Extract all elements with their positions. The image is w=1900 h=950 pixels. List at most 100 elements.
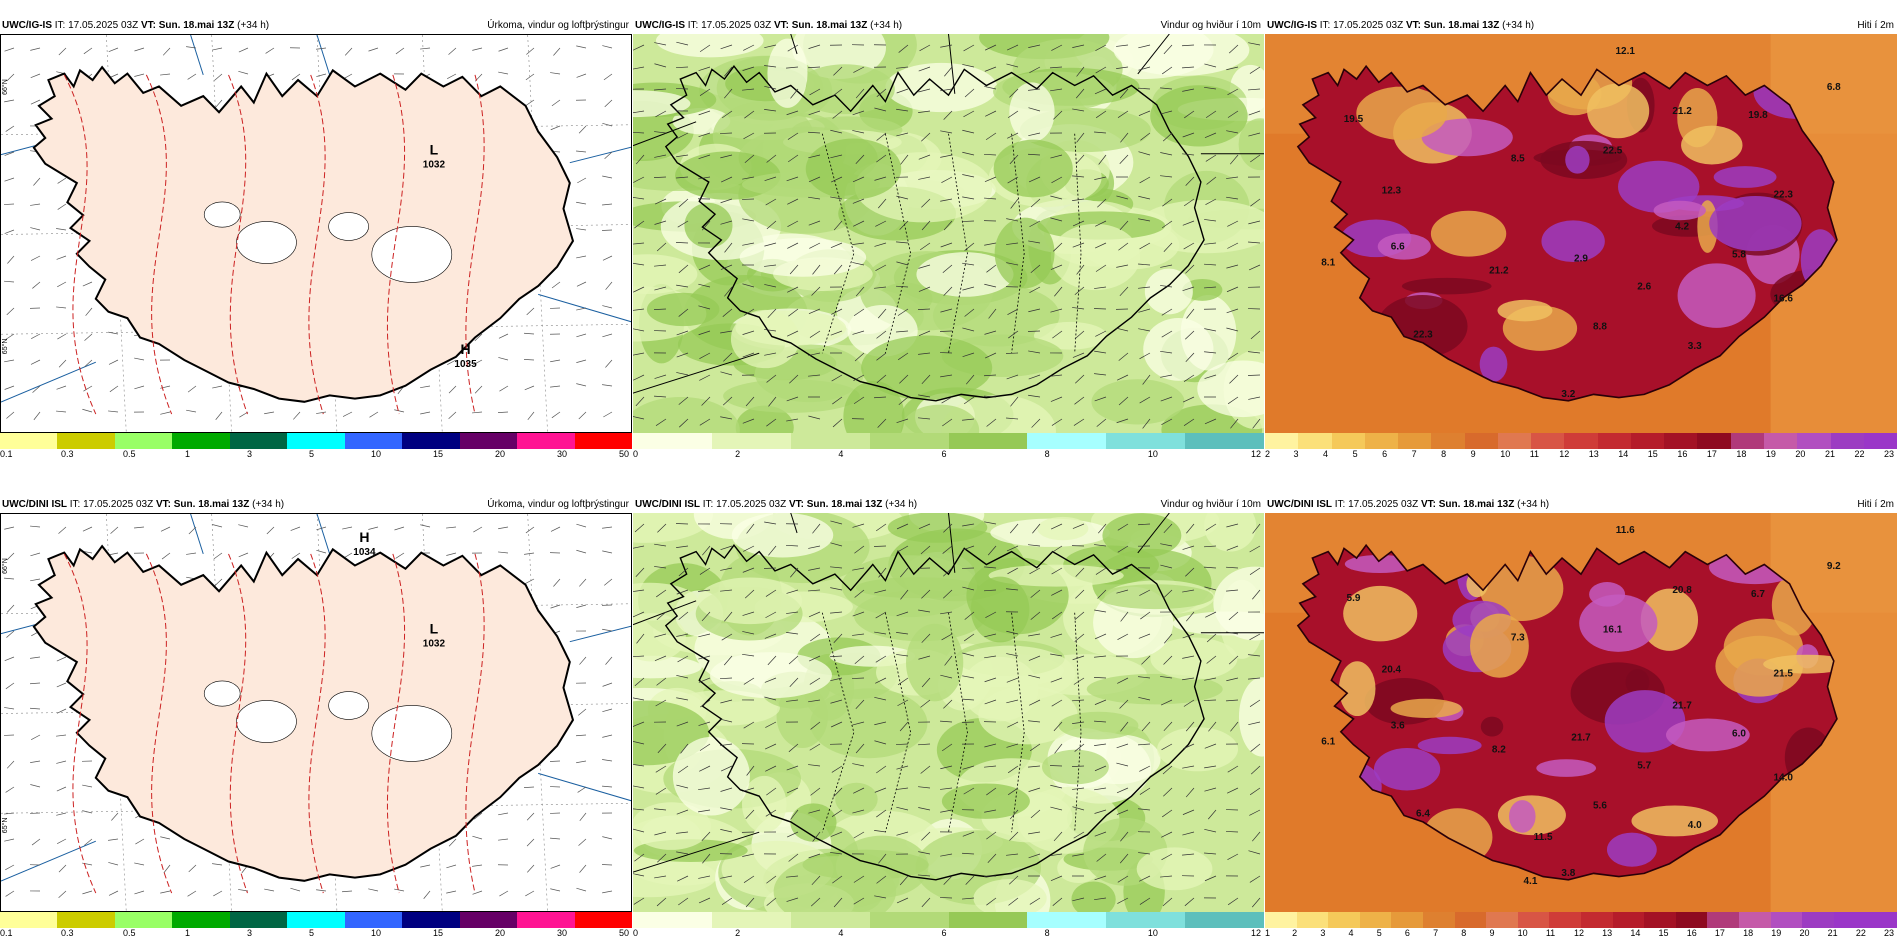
lead-time: (+34 h) [870,20,903,31]
map-precip[interactable]: H 1034 L 1032 66°N 65°N [0,513,632,912]
temperature-point-value: 22.5 [1603,146,1623,157]
model-name: UWC/IG-IS [635,20,685,31]
colorbar: 0 2 4 6 8 10 12 [633,433,1264,461]
colorbar-label: 0.3 [61,928,74,938]
colorbar-label: 10 [371,449,382,459]
colorbar-swatch [1296,912,1329,928]
temperature-point-value: 5.8 [1732,249,1746,260]
colorbar-label: 5 [1376,928,1382,938]
colorbar-label: 20 [1795,449,1806,459]
colorbar-label: 15 [433,449,444,459]
colorbar-label: 17 [1714,928,1725,938]
colorbar-swatch [1454,912,1487,928]
colorbar-label: 6 [941,449,947,459]
temperature-point-value: 9.2 [1827,561,1841,572]
temperature-point-value: 8.2 [1492,744,1506,755]
init-label: IT: [702,499,714,510]
forecast-panel-top-temp: UWC/IG-IS IT: 17.05.2025 03Z VT: Sun. 18… [1265,18,1898,461]
valid-label: VT: [1420,499,1436,510]
model-name: UWC/DINI ISL [635,499,700,510]
colorbar-label: 15 [1658,928,1669,938]
colorbar-label: 3 [1320,928,1326,938]
colorbar: 0.1 0.3 0.5 1 3 5 10 15 20 30 50 [0,433,632,461]
map-wind[interactable] [633,513,1264,912]
colorbar-label: 15 [1647,449,1658,459]
colorbar-label: 2 [1292,928,1298,938]
init-label: IT: [54,20,66,31]
colorbar: 1 2 3 4 5 6 7 8 9 10 11 12 13 14 15 16 17 18 19 20 21 22 23 [1265,912,1897,940]
colorbar-label: 22 [1855,928,1866,938]
colorbar-swatch [0,912,58,928]
colorbar-label: 7 [1433,928,1439,938]
map-temp[interactable]: 12.1 6.8 19.5 21.2 19.8 12.3 8.5 22.5 4.2 22.3 6.6… [1265,34,1897,433]
colorbar-swatch [114,912,173,928]
temperature-point-value: 6.0 [1732,728,1746,739]
panel-header: UWC/DINI ISL IT: 17.05.2025 03Z VT: Sun.… [633,497,1264,513]
map-temp[interactable]: 11.6 9.2 5.9 20.8 6.7 20.4 7.3 16.1 21.7 21.5 3.6 6… [1265,513,1897,912]
init-time: 17.05.2025 03Z [83,499,154,510]
colorbar-label: 10 [1147,928,1158,938]
colorbar-label: 50 [619,449,630,459]
colorbar-label: 10 [371,928,382,938]
colorbar-label: 14 [1618,449,1629,459]
colorbar-label: 20 [1799,928,1810,938]
panel-title: Úrkoma, vindur og loftþrýstingur [487,20,629,31]
colorbar-swatch [402,912,460,928]
temperature-point-value: 21.2 [1672,106,1692,117]
pressure-center-l: L [430,621,439,637]
colorbar-label: 2 [1265,449,1271,459]
colorbar-swatch [287,912,345,928]
colorbar-swatch [1517,912,1550,928]
colorbar-label: 20 [495,928,506,938]
colorbar-swatch [1597,433,1631,449]
model-name: UWC/DINI ISL [2,499,67,510]
colorbar-label: 0.1 [0,928,13,938]
colorbar-swatch [344,433,403,449]
colorbar-swatch [869,433,949,449]
colorbar-swatch [1185,912,1264,928]
colorbar-swatch [1802,912,1834,928]
temperature-point-value: 5.9 [1347,593,1361,604]
colorbar-swatch [1863,433,1898,449]
pressure-center-h: H [359,529,369,545]
init-time: 17.05.2025 03Z [701,20,772,31]
valid-time: Sun. 18.mai 13Z [158,20,235,31]
colorbar-label: 4 [838,928,844,938]
panel-header: UWC/IG-IS IT: 17.05.2025 03Z VT: Sun. 18… [0,18,632,34]
colorbar-swatch [948,433,1028,449]
lead-time: (+34 h) [1517,499,1550,510]
colorbar-swatch [1664,433,1698,449]
colorbar-label: 0.3 [61,449,74,459]
panel-run-info: UWC/IG-IS IT: 17.05.2025 03Z VT: Sun. 18… [1267,18,1534,34]
colorbar-label: 6 [1382,449,1388,459]
colorbar-swatch [229,912,288,928]
colorbar-label: 3 [247,449,253,459]
colorbar-swatch [948,912,1028,928]
temperature-point-value: 2.6 [1637,281,1651,292]
colorbar-label: 3 [1293,449,1299,459]
colorbar-swatch [574,433,632,449]
valid-label: VT: [140,20,156,31]
temperature-point-value: 5.6 [1593,800,1607,811]
colorbar-label: 12 [1574,928,1585,938]
temperature-point-value: 12.3 [1382,186,1402,197]
colorbar-label: 0.5 [123,928,136,938]
panel-title: Vindur og hviður í 10m [1160,499,1261,510]
map-precip[interactable]: L 1032 H 1035 66°N 65°N [0,34,632,433]
map-wind[interactable] [633,34,1264,433]
temperature-point-value: 8.5 [1511,154,1525,165]
colorbar-swatch [57,433,115,449]
init-time: 17.05.2025 03Z [1348,499,1419,510]
colorbar-label: 13 [1588,449,1599,459]
colorbar-label: 6 [1404,928,1410,938]
colorbar-swatch [57,912,115,928]
panel-title: Hiti í 2m [1857,20,1894,31]
colorbar-swatch [517,433,575,449]
init-label: IT: [1334,499,1346,510]
colorbar-swatch [711,433,791,449]
colorbar-label: 5 [309,928,315,938]
colorbar-label: 12 [1251,928,1262,938]
temperature-point-value: 7.3 [1511,633,1525,644]
colorbar-label: 50 [619,928,630,938]
colorbar-label: 11 [1529,449,1540,459]
